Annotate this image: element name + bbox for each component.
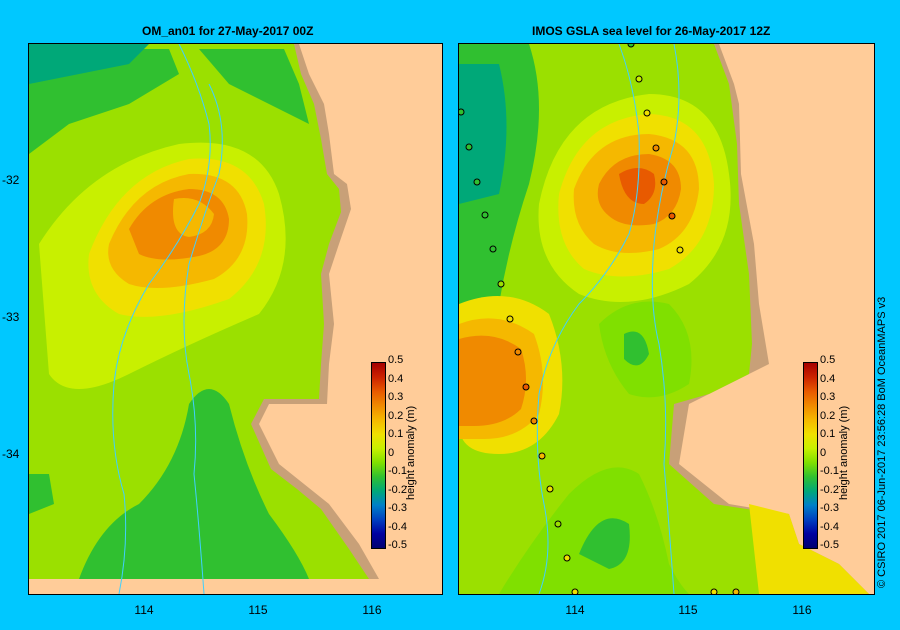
credit-text: © CSIRO 2017 06-Jun-2017 23:56:28 BoM Oc… (876, 296, 888, 588)
right-lon-tick-116: 116 (792, 603, 812, 617)
right-colorbar-label: -0.4 (820, 520, 839, 533)
left-colorbar-label: -0.1 (388, 465, 407, 477)
left-colorbar-label: -0.4 (388, 520, 407, 533)
right-colorbar-label: 0.2 (820, 409, 836, 422)
right-colorbar-label: 0 (820, 446, 827, 459)
right-colorbar-label: 0.5 (820, 354, 836, 366)
right-colorbar-label: -0.3 (820, 502, 839, 514)
lat-tick-32: -32 (2, 173, 20, 187)
left-colorbar-label: 0.1 (388, 428, 404, 440)
right-colorbar-title: height anomaly (m) (838, 405, 850, 500)
left-colorbar-label: -0.3 (388, 502, 407, 514)
left-colorbar-title: height anomaly (m) (405, 405, 417, 500)
left-map-panel[interactable] (28, 43, 443, 595)
right-colorbar-label: 0.4 (820, 372, 836, 385)
left-colorbar-label: 0.4 (388, 372, 404, 385)
right-colorbar-label: 0.1 (820, 428, 836, 440)
lat-tick-33: -33 (2, 310, 20, 324)
left-lon-tick-114: 114 (134, 603, 154, 617)
left-colorbar-label: 0.3 (388, 391, 404, 403)
left-panel-title: OM_an01 for 27-May-2017 00Z (142, 24, 314, 38)
left-colorbar-label: 0.5 (388, 354, 404, 366)
right-colorbar-label: -0.5 (820, 539, 839, 551)
right-map-panel[interactable] (458, 43, 875, 595)
right-map-svg (459, 44, 874, 594)
left-lon-tick-116: 116 (362, 603, 382, 617)
right-lon-tick-115: 115 (678, 603, 698, 617)
right-lon-tick-114: 114 (565, 603, 585, 617)
right-colorbar-label: -0.2 (820, 483, 839, 496)
left-colorbar-label: 0 (388, 446, 395, 459)
right-colorbar-label: 0.3 (820, 391, 836, 403)
lat-tick-34: -34 (2, 447, 20, 461)
left-map-svg (29, 44, 442, 594)
left-colorbar-label: -0.5 (388, 539, 407, 551)
right-panel-title: IMOS GSLA sea level for 26-May-2017 12Z (532, 24, 771, 38)
left-colorbar-label: 0.2 (388, 409, 404, 422)
right-colorbar-label: -0.1 (820, 465, 839, 477)
left-lon-tick-115: 115 (248, 603, 268, 617)
left-colorbar-label: -0.2 (388, 483, 407, 496)
